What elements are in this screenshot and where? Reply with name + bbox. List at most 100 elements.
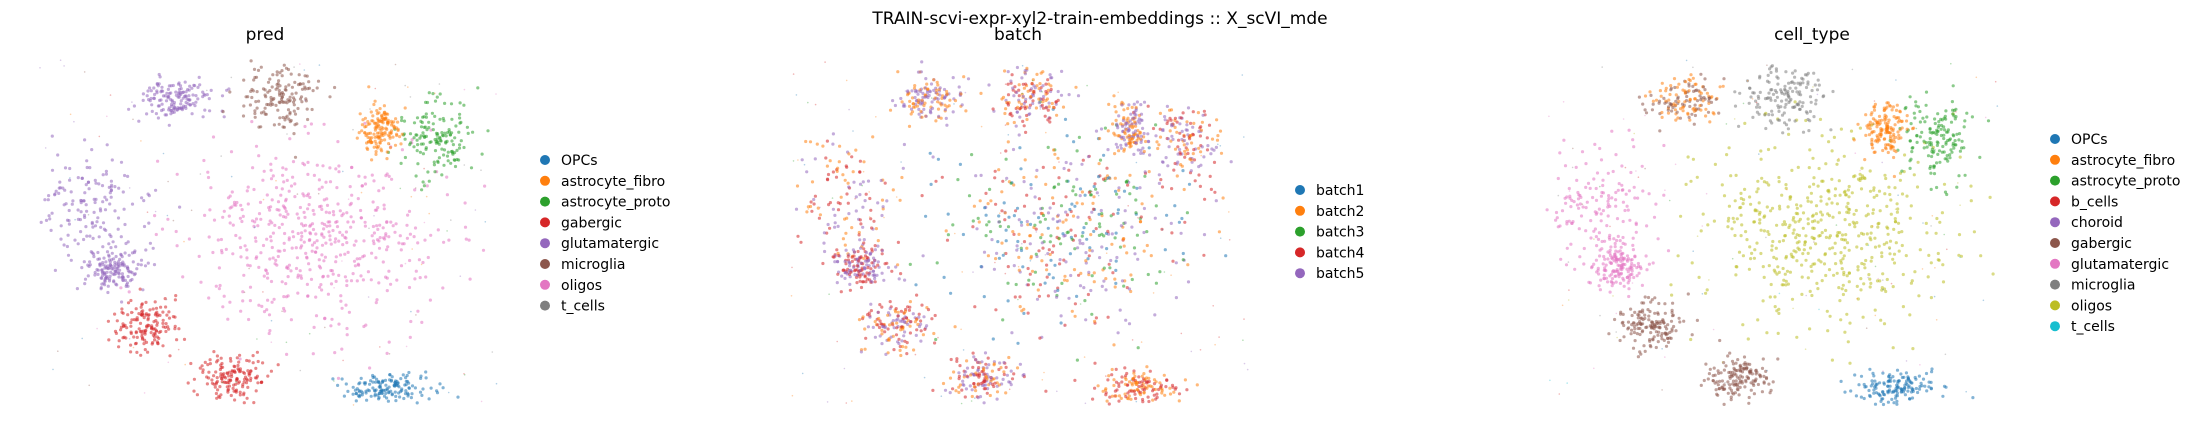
scatter-point [1129,397,1133,401]
scatter-point [966,77,971,81]
scatter-point [328,224,332,228]
scatter-point [957,371,961,375]
scatter-point [92,210,96,214]
scatter-point [979,382,983,386]
scatter-point [218,283,222,288]
scatter-point [1139,134,1143,138]
scatter-point [1017,255,1021,259]
scatter-point [984,362,988,366]
scatter-point [1030,82,1034,86]
scatter-point [142,342,146,346]
scatter-point [1756,187,1760,191]
scatter-point [340,214,344,218]
scatter-point [474,209,477,211]
scatter-point [491,351,494,353]
scatter-point [1889,198,1893,202]
scatter-point [1011,230,1015,234]
scatter-point [986,356,990,360]
scatter-point [87,213,90,216]
scatter-point [1743,121,1747,125]
scatter-point [1581,205,1585,209]
scatter-point [1065,279,1069,283]
scatter-point [1077,135,1081,139]
scatter-point [835,169,839,173]
scatter-point [44,147,47,149]
scatter-point [1192,158,1197,162]
scatter-point [449,102,454,106]
scatter-point [1074,193,1078,197]
scatter-point [378,382,382,386]
scatter-point [221,381,224,384]
scatter-point [1774,69,1779,73]
scatter-point [1631,236,1635,240]
scatter-point [843,271,847,275]
scatter-point [423,238,427,242]
scatter-point [106,284,110,288]
scatter-point [71,199,75,203]
scatter-point [383,378,388,382]
scatter-point [1155,392,1159,396]
scatter-point [1597,231,1601,235]
scatter-point [914,283,918,287]
scatter-point [249,376,253,380]
scatter-point [939,116,943,120]
scatter-point [347,198,350,200]
scatter-point [977,360,981,364]
scatter-point [467,238,471,242]
scatter-point [257,99,261,103]
scatter-point [240,219,244,224]
scatter-point [1054,102,1058,106]
scatter-point [836,208,841,212]
scatter-point [1892,227,1896,231]
scatter-point [241,370,245,374]
scatter-point [921,95,925,99]
scatter-point [409,96,412,98]
scatter-point [1802,248,1806,252]
scatter-point [441,133,445,137]
scatter-point [1039,236,1043,240]
scatter-point [328,180,333,184]
scatter-point [859,246,863,250]
scatter-point [1756,94,1760,98]
scatter-point [852,250,857,254]
scatter-point [1085,237,1089,241]
scatter-point [372,132,376,136]
scatter-point [279,193,283,197]
scatter-point [152,96,156,101]
scatter-point [99,225,103,229]
scatter-point [1090,312,1094,316]
scatter-point [381,226,385,230]
scatter-point [1200,120,1204,124]
scatter-point [1051,276,1055,280]
scatter-point [1089,233,1093,237]
scatter-point [423,167,425,170]
scatter-point [1021,242,1023,245]
scatter-point [1041,379,1044,381]
scatter-point [288,95,292,99]
scatter-point [867,311,871,315]
scatter-point [858,170,862,174]
scatter-point [414,187,417,189]
scatter-point [1048,120,1052,124]
scatter-point [1845,312,1849,316]
scatter-point [1877,244,1881,248]
scatter-point [1063,117,1068,121]
scatter-point [1001,253,1005,257]
scatter-point [50,168,55,172]
scatter-point [1799,204,1803,208]
scatter-point [146,318,150,322]
scatter-point [1844,288,1848,293]
scatter-point [1739,196,1743,201]
scatter-point [1597,207,1601,211]
scatter-point [837,253,841,258]
scatter-point [212,218,217,222]
scatter-point [1041,84,1045,88]
scatter-point [915,89,919,93]
scatter-point [410,138,414,142]
scatter-point [877,316,881,321]
scatter-point [1174,296,1178,300]
scatter-point [284,209,288,213]
scatter-point [1031,282,1035,286]
scatter-point [421,387,425,391]
